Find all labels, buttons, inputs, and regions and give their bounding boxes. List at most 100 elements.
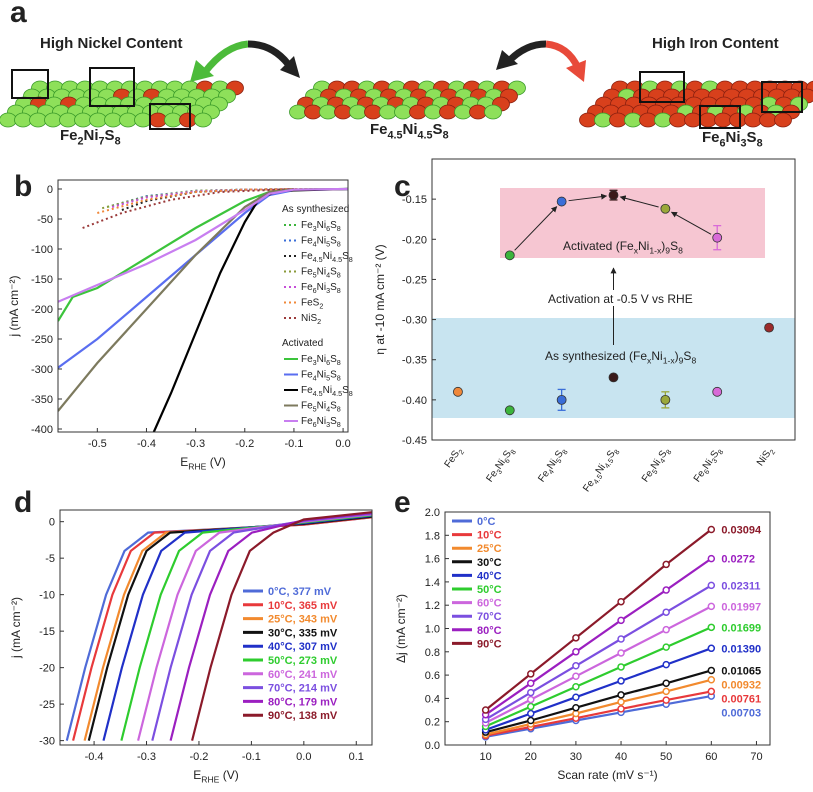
x-tick-label: Fe4.5Ni4.5S8 <box>581 445 621 495</box>
x-tick-label: -0.1 <box>284 438 303 450</box>
marker <box>662 625 670 634</box>
x-tick-label: -0.2 <box>189 751 208 763</box>
atom <box>74 112 92 128</box>
formula: Fe2Ni7S8 <box>60 127 121 148</box>
atom <box>654 112 672 128</box>
x-axis-label: Scan rate (mV s⁻¹) <box>557 768 657 782</box>
connector-arrow <box>619 195 659 208</box>
x-tick-label: 30 <box>570 751 582 763</box>
highlight-box <box>11 69 49 99</box>
y-axis-label: η at -10 mA cm⁻² (V) <box>373 244 387 354</box>
x-tick-label: 20 <box>525 751 537 763</box>
atom <box>409 104 427 120</box>
atom <box>729 112 747 128</box>
legend-label: NiS2 <box>301 313 321 326</box>
x-tick-label: Fe3Ni6S8 <box>484 445 517 485</box>
y-tick-label: -20 <box>39 663 55 675</box>
panel-letter: a <box>10 0 27 29</box>
legend-label: 80°C, 179 mV <box>268 696 338 708</box>
slope-label: 0.01699 <box>721 622 761 634</box>
slope-label: 0.00703 <box>721 707 761 719</box>
x-tick-label: 50 <box>660 751 672 763</box>
marker <box>527 716 535 725</box>
y-tick-label: -0.35 <box>402 355 427 367</box>
x-tick-label: -0.5 <box>88 438 107 450</box>
annotation: Activated (FexNi1-x)9S8 <box>563 239 683 256</box>
marker <box>572 672 580 681</box>
connector-arrow <box>568 193 608 202</box>
legend-label: Fe4.5Ni4.5S8 <box>301 251 353 264</box>
atom <box>454 104 472 120</box>
marker <box>662 608 670 616</box>
panel-letter: b <box>14 170 32 203</box>
marker <box>527 688 535 697</box>
series-line <box>485 678 712 736</box>
atom <box>394 104 412 120</box>
series-line <box>484 557 712 716</box>
x-tick-label: 0.1 <box>349 751 364 763</box>
marker <box>707 581 716 590</box>
marker <box>617 705 625 713</box>
y-tick-label: -150 <box>31 274 53 286</box>
x-tick-label: -0.4 <box>137 438 156 450</box>
marker <box>617 677 625 685</box>
y-tick-label: -0.25 <box>402 274 427 286</box>
marker <box>572 683 580 691</box>
y-tick-label: 1.4 <box>425 577 440 589</box>
legend-label: 30°C, 335 mV <box>268 627 338 639</box>
y-tick-label: 0 <box>49 517 55 529</box>
marker <box>707 687 716 696</box>
y-tick-label: -200 <box>31 304 53 316</box>
legend-label: Fe4.5Ni4.5S8 <box>301 385 353 398</box>
y-tick-label: 1.6 <box>425 554 440 566</box>
y-axis-label: Δj (mA cm⁻²) <box>394 594 408 663</box>
marker <box>662 643 670 651</box>
atom <box>349 104 367 120</box>
x-tick-label: -0.2 <box>235 438 254 450</box>
y-tick-label: -0.40 <box>402 395 427 407</box>
marker <box>527 679 535 688</box>
legend-label: Fe3Ni6S8 <box>301 354 341 367</box>
panel-a <box>0 67 813 130</box>
label-bg <box>545 290 745 306</box>
series-line <box>485 695 712 738</box>
marker <box>617 691 625 699</box>
y-tick-label: 0 <box>47 184 53 196</box>
atom <box>379 104 397 120</box>
atom <box>29 112 47 128</box>
y-tick-label: 0.4 <box>425 693 440 705</box>
slope-label: 0.01065 <box>721 665 761 677</box>
point <box>712 232 723 243</box>
y-tick-label: -5 <box>45 553 55 565</box>
slope-label: 0.00761 <box>721 693 761 705</box>
point <box>556 196 567 207</box>
x-tick-label: 10 <box>480 751 492 763</box>
atom <box>14 112 32 128</box>
frame <box>59 509 373 746</box>
atom <box>364 104 382 120</box>
marker <box>662 586 670 594</box>
marker <box>572 634 580 642</box>
legend-label: 25°C <box>477 543 502 555</box>
atom <box>134 112 152 128</box>
point <box>660 394 671 405</box>
legend-label: 50°C, 273 mV <box>268 655 338 667</box>
x-tick-label: -0.3 <box>186 438 205 450</box>
legend-label: 0°C, 377 mV <box>268 586 332 598</box>
y-tick-label: -10 <box>39 590 55 602</box>
point <box>608 190 619 201</box>
atom <box>0 112 17 128</box>
atom <box>164 112 182 128</box>
x-axis-label: ERHE (V) <box>193 768 239 785</box>
legend-label: 50°C <box>477 584 502 596</box>
slope-label: 0.03094 <box>721 524 762 536</box>
connector-arrow <box>670 211 712 235</box>
marker <box>707 644 716 653</box>
frame <box>57 179 349 433</box>
x-tick-label: 60 <box>705 751 717 763</box>
y-tick-label: 0.6 <box>425 670 440 682</box>
marker <box>617 597 625 606</box>
atom <box>59 112 77 128</box>
y-tick-label: -25 <box>39 699 55 711</box>
legend-label: Fe5Ni4S8 <box>301 401 341 414</box>
